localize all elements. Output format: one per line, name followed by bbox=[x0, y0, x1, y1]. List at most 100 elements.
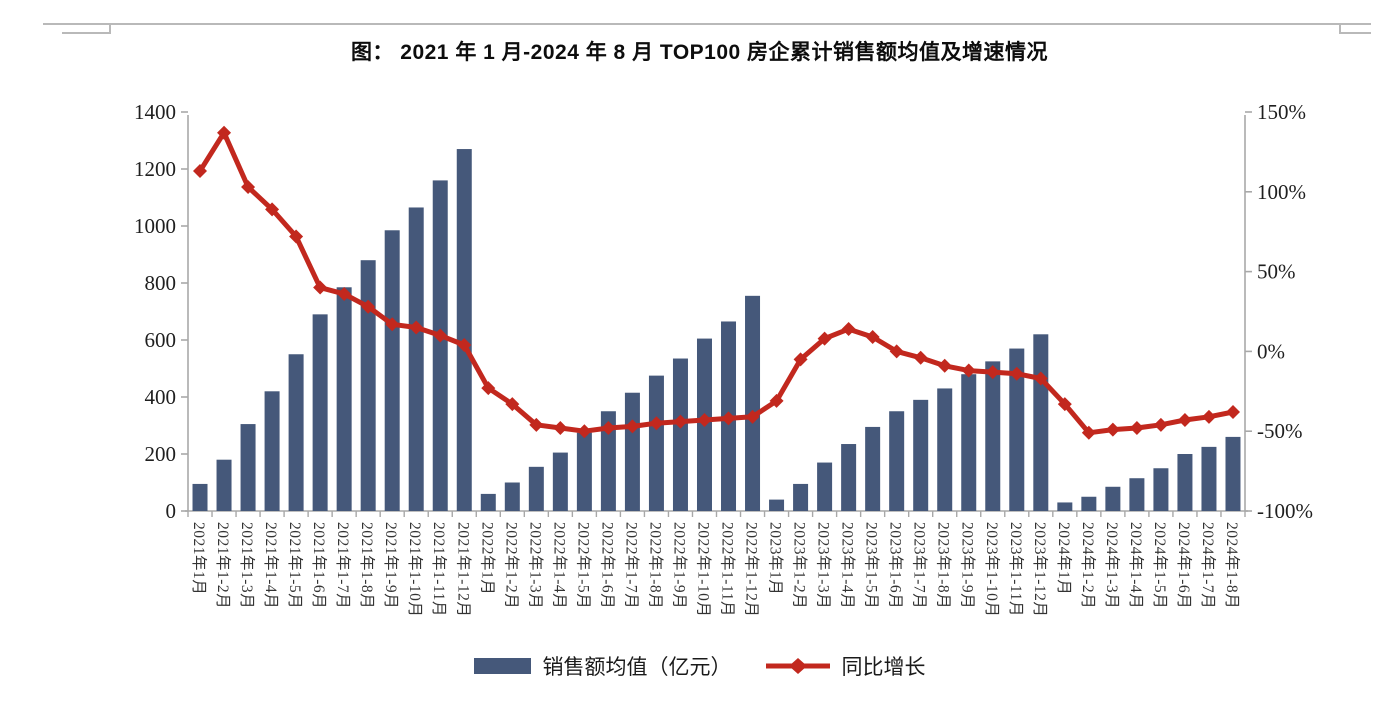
bar bbox=[1009, 348, 1025, 511]
line-marker-diamond bbox=[505, 397, 520, 412]
line-marker-diamond bbox=[769, 393, 784, 408]
x-axis-category-label: 2021年1-4月 bbox=[262, 522, 280, 609]
x-axis-category-label: 2024年1-5月 bbox=[1151, 522, 1169, 609]
bar bbox=[264, 391, 280, 511]
line-marker-diamond bbox=[1057, 397, 1072, 412]
bar bbox=[1153, 468, 1169, 511]
bar bbox=[288, 354, 304, 511]
bar bbox=[865, 426, 881, 511]
growth-line bbox=[197, 130, 1236, 436]
left-axis-tick-label: 600 bbox=[145, 328, 177, 352]
left-axis-tick-label: 1400 bbox=[134, 100, 176, 124]
x-axis-category-label: 2021年1-6月 bbox=[310, 522, 328, 609]
x-axis-category-label: 2023年1-4月 bbox=[839, 522, 857, 609]
x-axis-category-label: 2024年1-8月 bbox=[1223, 522, 1241, 609]
x-axis-category-label: 2024年1-4月 bbox=[1127, 522, 1145, 609]
x-axis-category-label: 2022年1-10月 bbox=[695, 522, 713, 617]
x-axis-category-label: 2023年1-10月 bbox=[983, 522, 1001, 617]
top-border-left-notch-h bbox=[62, 32, 110, 34]
line-marker-diamond bbox=[385, 317, 400, 332]
line-marker-diamond bbox=[865, 330, 880, 345]
x-axis-category-label: 2022年1-5月 bbox=[574, 522, 592, 609]
line-marker-diamond bbox=[577, 424, 592, 439]
x-axis-category-label: 2022年1-2月 bbox=[502, 522, 520, 609]
x-axis-category-label: 2023年1-11月 bbox=[1007, 522, 1025, 617]
line-marker-diamond bbox=[289, 229, 304, 244]
bar bbox=[432, 180, 448, 511]
line-marker-diamond bbox=[721, 411, 736, 426]
right-axis-tick-label: 50% bbox=[1257, 260, 1296, 284]
line-marker-diamond bbox=[841, 322, 856, 337]
bar bbox=[1057, 502, 1073, 511]
right-axis-tick-label: 0% bbox=[1257, 339, 1285, 363]
bar-series-swatch bbox=[473, 658, 531, 674]
line-marker-diamond bbox=[265, 202, 280, 217]
x-axis-category-label: 2022年1月 bbox=[478, 522, 496, 595]
line-marker-diamond bbox=[673, 414, 688, 429]
bar bbox=[793, 483, 809, 511]
x-axis-category-label: 2021年1-3月 bbox=[238, 522, 256, 609]
bar bbox=[1033, 334, 1049, 511]
x-axis-category-label: 2024年1-6月 bbox=[1175, 522, 1193, 609]
line-marker-diamond bbox=[529, 417, 544, 432]
right-axis-tick-label: 100% bbox=[1257, 180, 1306, 204]
left-axis-tick-label: 200 bbox=[145, 442, 177, 466]
x-axis-category-label: 2021年1-8月 bbox=[358, 522, 376, 609]
x-axis-category-label: 2023年1-7月 bbox=[911, 522, 929, 609]
line-marker-diamond bbox=[985, 365, 1000, 380]
bar bbox=[961, 374, 977, 511]
top-border-left-notch-v bbox=[109, 23, 111, 34]
line-marker-diamond bbox=[649, 416, 664, 431]
x-axis-category-label: 2022年1-7月 bbox=[622, 522, 640, 609]
x-axis-category-label: 2021年1-12月 bbox=[454, 522, 472, 617]
bar bbox=[456, 149, 472, 512]
bar bbox=[841, 444, 857, 511]
line-marker-diamond bbox=[1009, 366, 1024, 381]
top-border-right-notch-h bbox=[1340, 32, 1371, 34]
line-marker-diamond bbox=[625, 419, 640, 434]
top-border-line bbox=[43, 23, 1371, 25]
x-axis-category-label: 2021年1-5月 bbox=[286, 522, 304, 609]
x-axis-category-label: 2021年1-11月 bbox=[430, 522, 448, 617]
bar bbox=[745, 295, 761, 511]
line-marker-diamond bbox=[1105, 422, 1120, 437]
bar bbox=[1129, 478, 1145, 511]
bar bbox=[1225, 436, 1241, 511]
line-marker-diamond bbox=[1225, 405, 1240, 420]
bar bbox=[624, 392, 640, 511]
bar bbox=[552, 452, 568, 511]
left-axis-tick-label: 1200 bbox=[134, 157, 176, 181]
line-marker-diamond bbox=[313, 280, 328, 295]
x-axis-category-label: 2024年1-2月 bbox=[1079, 522, 1097, 609]
line-marker-diamond bbox=[961, 363, 976, 378]
bar bbox=[889, 411, 905, 511]
bar bbox=[360, 260, 376, 511]
x-axis-category-label: 2022年1-11月 bbox=[719, 522, 737, 617]
line-marker-diamond bbox=[601, 421, 616, 436]
line-marker-diamond bbox=[1153, 417, 1168, 432]
bar bbox=[480, 493, 496, 511]
x-axis-category-label: 2024年1-3月 bbox=[1103, 522, 1121, 609]
line-marker-diamond bbox=[1201, 409, 1216, 424]
line-marker-diamond bbox=[1033, 371, 1048, 386]
bar bbox=[384, 230, 400, 511]
bar bbox=[913, 399, 929, 511]
x-axis-category-label: 2021年1月 bbox=[190, 522, 208, 595]
x-axis-category-label: 2021年1-2月 bbox=[214, 522, 232, 609]
left-axis-tick-label: 0 bbox=[166, 499, 177, 523]
line-marker-icon bbox=[765, 658, 830, 674]
line-marker-diamond bbox=[913, 350, 928, 365]
chart-legend: 销售额均值（亿元） 同比增长 bbox=[0, 651, 1399, 681]
bar bbox=[1177, 454, 1193, 511]
x-axis-category-label: 2022年1-12月 bbox=[743, 522, 761, 617]
left-axis-tick-label: 400 bbox=[145, 385, 177, 409]
bar bbox=[1081, 496, 1097, 511]
line-marker-diamond bbox=[1129, 421, 1144, 436]
line-series-swatch bbox=[765, 657, 830, 675]
line-marker-diamond bbox=[409, 320, 424, 335]
line-marker-diamond bbox=[793, 352, 808, 367]
line-marker-diamond bbox=[457, 338, 472, 353]
left-axis-tick-label: 1000 bbox=[134, 214, 176, 238]
line-marker-diamond bbox=[361, 299, 376, 314]
